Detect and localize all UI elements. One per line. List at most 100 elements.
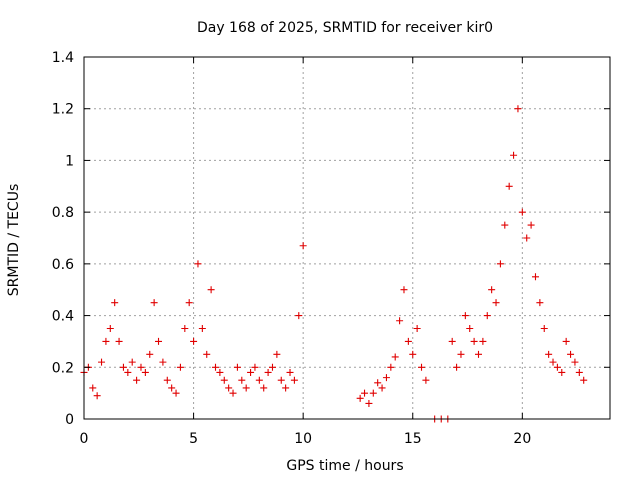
chart-title: Day 168 of 2025, SRMTID for receiver kir… xyxy=(197,20,493,36)
data-point xyxy=(479,337,487,345)
data-point xyxy=(391,353,399,361)
data-point xyxy=(89,384,97,392)
data-point xyxy=(562,337,570,345)
data-point xyxy=(106,325,114,332)
data-point xyxy=(461,312,469,320)
data-point xyxy=(492,299,500,307)
x-axis-label: GPS time / hours xyxy=(286,458,403,474)
data-point xyxy=(299,242,307,250)
y-tick-label: 1 xyxy=(65,153,74,169)
data-point xyxy=(361,389,369,397)
data-point xyxy=(185,299,193,307)
x-tick-label: 5 xyxy=(189,431,198,447)
data-point xyxy=(277,376,285,384)
data-point xyxy=(155,337,163,345)
data-point xyxy=(290,376,298,384)
data-point xyxy=(475,350,482,358)
x-tick-label: 20 xyxy=(513,431,531,447)
data-point xyxy=(181,325,189,332)
data-point xyxy=(207,286,215,294)
data-point xyxy=(198,325,206,332)
data-point xyxy=(286,368,294,376)
data-point xyxy=(190,337,198,345)
data-point xyxy=(501,221,509,229)
y-axis-label: SRMTID / TECUs xyxy=(6,184,22,297)
data-point xyxy=(168,384,176,392)
x-tick-label: 15 xyxy=(404,431,422,447)
data-point xyxy=(518,208,526,216)
data-point xyxy=(150,299,158,307)
y-tick-label: 1.4 xyxy=(52,50,74,66)
data-point xyxy=(571,358,579,366)
y-tick-label: 0.2 xyxy=(52,360,74,376)
data-point xyxy=(496,260,504,268)
data-point xyxy=(488,286,496,294)
data-point xyxy=(159,358,167,366)
data-point xyxy=(137,363,145,371)
data-point xyxy=(251,363,259,371)
axis-ticks: 0 0.2 0.4 0.6 0.8 1 1.2 1.4 0 5 10 15 20 xyxy=(52,50,610,447)
data-point xyxy=(448,337,456,345)
data-point xyxy=(536,299,544,307)
data-point xyxy=(382,374,390,382)
data-point xyxy=(523,234,531,242)
data-point xyxy=(549,358,557,366)
data-point xyxy=(567,350,575,358)
data-point xyxy=(531,273,539,281)
y-tick-label: 1.2 xyxy=(52,102,74,118)
data-point xyxy=(128,358,136,366)
data-point xyxy=(558,368,566,376)
data-point xyxy=(247,368,255,376)
data-point xyxy=(225,384,233,392)
data-point xyxy=(124,368,132,376)
data-point xyxy=(176,363,184,371)
data-point xyxy=(418,363,426,371)
y-tick-label: 0.8 xyxy=(52,205,74,221)
y-tick-label: 0 xyxy=(65,412,74,428)
data-point xyxy=(111,299,119,307)
x-tick-label: 0 xyxy=(80,431,89,447)
data-point xyxy=(172,389,180,397)
data-point xyxy=(369,389,377,397)
data-point xyxy=(141,368,149,376)
data-point xyxy=(119,363,127,371)
data-point xyxy=(220,376,228,384)
data-point xyxy=(553,363,561,371)
y-tick-label: 0.6 xyxy=(52,257,74,273)
data-point xyxy=(387,363,395,371)
data-point xyxy=(146,350,154,358)
data-point xyxy=(404,337,412,345)
data-point xyxy=(356,394,364,402)
data-point xyxy=(400,286,408,294)
data-point xyxy=(510,151,518,159)
data-point xyxy=(260,384,268,392)
data-point xyxy=(264,368,272,376)
data-point xyxy=(203,350,211,358)
data-point xyxy=(133,376,141,384)
data-point xyxy=(268,363,276,371)
data-point xyxy=(483,312,491,320)
data-point xyxy=(396,317,404,325)
data-point xyxy=(409,350,417,358)
data-point xyxy=(527,221,535,229)
data-point xyxy=(413,325,421,332)
data-point xyxy=(98,358,106,366)
data-point xyxy=(212,363,219,371)
data-point xyxy=(580,376,588,384)
data-point xyxy=(545,350,553,358)
grid-lines xyxy=(84,57,610,419)
data-point xyxy=(422,376,430,384)
data-point xyxy=(505,182,513,190)
data-point xyxy=(453,363,461,371)
data-point xyxy=(242,384,250,392)
data-point xyxy=(540,325,548,332)
data-points xyxy=(80,105,588,423)
data-point xyxy=(233,363,241,371)
data-point xyxy=(194,260,202,268)
plot-frame xyxy=(83,56,611,420)
y-tick-label: 0.4 xyxy=(52,309,74,325)
data-point xyxy=(374,379,382,387)
data-point xyxy=(282,384,290,392)
